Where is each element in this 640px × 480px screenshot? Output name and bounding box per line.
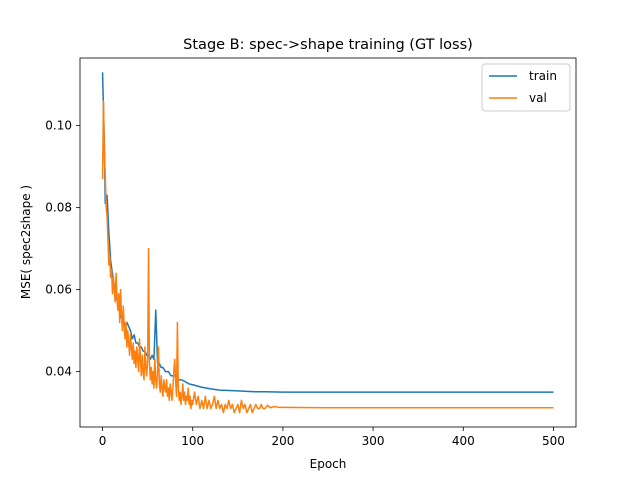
- series-line-val: [101, 100, 554, 414]
- x-axis-ticks: 0 100 200 300 400 500: [99, 427, 565, 448]
- y-axis-ticks: 0.04 0.06 0.08 0.10: [45, 119, 80, 379]
- x-tick-label: 200: [271, 434, 294, 448]
- plot-frame: [79, 57, 577, 428]
- x-tick-label: 500: [542, 434, 565, 448]
- legend-label-val: val: [529, 91, 547, 105]
- series-line-train: [101, 72, 554, 393]
- legend-label-train: train: [529, 69, 557, 83]
- y-axis-label: MSE( spec2shape ): [19, 185, 33, 299]
- x-tick-label: 300: [362, 434, 385, 448]
- y-tick-label: 0.08: [45, 201, 72, 215]
- legend: train val: [481, 63, 571, 112]
- x-tick-label: 0: [99, 434, 107, 448]
- y-tick-label: 0.04: [45, 365, 72, 379]
- x-axis-label: Epoch: [310, 457, 347, 471]
- x-tick-label: 400: [452, 434, 475, 448]
- plot-area: [79, 57, 577, 428]
- y-tick-label: 0.10: [45, 119, 72, 133]
- chart-title: Stage B: spec->shape training (GT loss): [183, 37, 473, 53]
- x-tick-label: 100: [181, 434, 204, 448]
- y-tick-label: 0.06: [45, 283, 72, 297]
